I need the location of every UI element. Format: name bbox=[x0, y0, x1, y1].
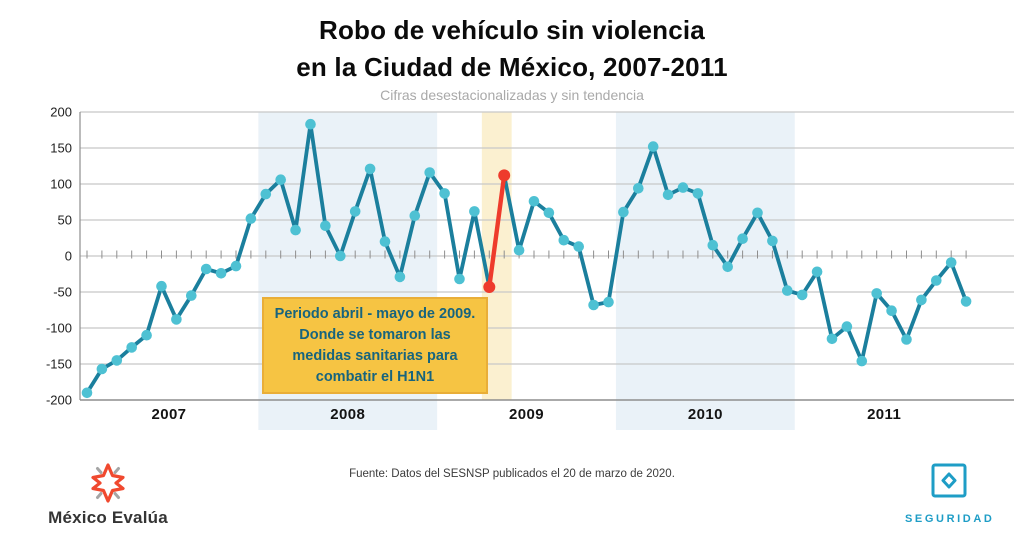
diamond-icon bbox=[931, 463, 967, 498]
data-point bbox=[752, 207, 763, 219]
y-axis-label: -200 bbox=[46, 393, 72, 408]
data-point bbox=[379, 236, 391, 247]
data-point bbox=[871, 288, 882, 299]
x-axis-year-label: 2007 bbox=[151, 406, 186, 423]
data-point bbox=[901, 334, 912, 345]
x-axis-year-label: 2011 bbox=[867, 406, 901, 423]
data-point bbox=[960, 296, 972, 307]
data-point bbox=[439, 188, 450, 199]
x-axis-year-label: 2010 bbox=[688, 406, 723, 423]
y-axis-label: -50 bbox=[53, 285, 72, 300]
data-point bbox=[796, 289, 808, 301]
data-point bbox=[633, 183, 644, 194]
source-text: Fuente: Datos del SESNSP publicados el 2… bbox=[349, 468, 675, 480]
data-point bbox=[647, 141, 659, 152]
data-point bbox=[245, 213, 257, 224]
annotation-line: combatir el H1N1 bbox=[315, 368, 435, 385]
data-point bbox=[558, 234, 570, 246]
data-point bbox=[171, 314, 182, 325]
data-point bbox=[945, 257, 957, 268]
data-point-highlighted bbox=[483, 281, 496, 293]
data-point bbox=[513, 244, 525, 256]
data-point bbox=[156, 280, 167, 292]
data-point bbox=[305, 118, 316, 130]
data-point bbox=[290, 224, 301, 236]
data-point bbox=[767, 235, 778, 247]
y-axis-label: 150 bbox=[50, 141, 72, 156]
data-point bbox=[200, 263, 212, 275]
annotation-text: Periodo abril - mayo de 2009. Donde se to… bbox=[264, 304, 486, 388]
data-point bbox=[722, 261, 733, 273]
data-point bbox=[230, 260, 242, 272]
data-point bbox=[454, 273, 465, 285]
data-point bbox=[692, 188, 704, 199]
y-axis-label: 50 bbox=[58, 213, 72, 228]
x-axis-year-label: 2008 bbox=[330, 406, 365, 423]
data-point bbox=[215, 268, 227, 279]
highlight-band-year-2010 bbox=[615, 112, 795, 430]
data-point-highlighted bbox=[498, 169, 511, 182]
data-point bbox=[856, 355, 868, 367]
data-point bbox=[126, 342, 137, 353]
highlighted-segment bbox=[487, 173, 507, 290]
data-point bbox=[737, 233, 748, 244]
data-point bbox=[886, 305, 897, 317]
data-point bbox=[543, 207, 555, 219]
data-point bbox=[364, 163, 376, 175]
annotation-box: Periodo abril - mayo de 2009. Donde se to… bbox=[262, 297, 488, 394]
x-axis-year-label: 2009 bbox=[509, 406, 544, 423]
data-point bbox=[335, 250, 346, 262]
annotation-line: Donde se tomaron las bbox=[299, 326, 451, 343]
mexico-evalua-wordmark: México Evalúa bbox=[48, 508, 168, 527]
data-point bbox=[618, 206, 629, 218]
data-point bbox=[782, 285, 793, 296]
annotation-line: medidas sanitarias para bbox=[292, 347, 458, 364]
data-point bbox=[677, 182, 689, 193]
data-point bbox=[81, 387, 93, 399]
series-line bbox=[85, 122, 492, 395]
data-point bbox=[409, 210, 421, 221]
data-point bbox=[111, 355, 123, 366]
title-line-2: en la Ciudad de México, 2007-2011 bbox=[296, 52, 728, 82]
data-point bbox=[662, 189, 674, 201]
data-point bbox=[707, 239, 719, 251]
seguridad-logo: SEGURIDAD bbox=[905, 463, 993, 525]
data-point bbox=[260, 188, 272, 200]
data-point bbox=[916, 294, 927, 306]
data-point bbox=[841, 321, 853, 332]
page-title: Robo de vehículo sin violencia en la Ciu… bbox=[0, 12, 1024, 86]
y-axis-label: 100 bbox=[50, 177, 72, 192]
data-point bbox=[528, 196, 540, 207]
data-point bbox=[349, 206, 361, 217]
data-point bbox=[603, 296, 614, 308]
data-point bbox=[811, 266, 823, 278]
data-point bbox=[588, 299, 599, 311]
y-axis-label: -150 bbox=[46, 357, 72, 372]
y-axis-label: -100 bbox=[46, 321, 72, 336]
data-point bbox=[573, 241, 584, 252]
chart-subtitle: Cifras desestacionalizadas y sin tendenc… bbox=[380, 87, 644, 103]
y-axis-label: 0 bbox=[65, 249, 72, 264]
seguridad-wordmark: SEGURIDAD bbox=[905, 513, 995, 525]
title-line-1: Robo de vehículo sin violencia bbox=[319, 15, 705, 45]
mexico-evalua-logo: México Evalúa bbox=[33, 462, 183, 528]
y-axis-label: 200 bbox=[50, 105, 72, 120]
data-point bbox=[394, 271, 406, 283]
data-point bbox=[826, 333, 838, 345]
star-icon bbox=[91, 463, 125, 503]
data-point bbox=[469, 206, 480, 217]
data-point bbox=[141, 329, 152, 341]
data-point bbox=[931, 275, 942, 286]
annotation-line: Periodo abril - mayo de 2009. bbox=[274, 305, 476, 322]
data-point bbox=[320, 220, 331, 232]
data-point bbox=[96, 363, 108, 375]
data-point bbox=[186, 290, 197, 301]
data-point bbox=[424, 167, 436, 178]
data-point bbox=[275, 174, 287, 185]
